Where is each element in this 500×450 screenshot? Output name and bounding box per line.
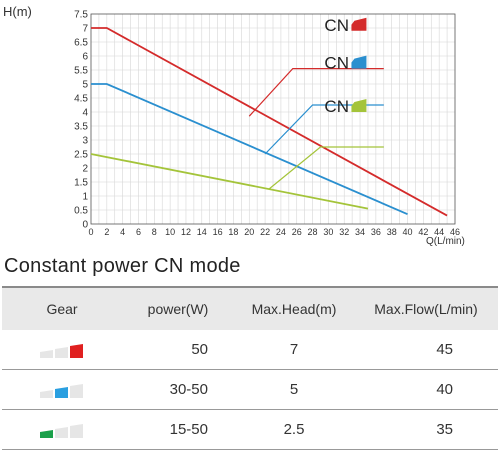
y-tick-label: 3.5 [74, 122, 88, 133]
x-tick-label: 18 [228, 227, 238, 237]
gear-bar [40, 349, 53, 358]
section-title: Constant power CN mode [4, 255, 241, 277]
x-tick-label: 42 [418, 227, 428, 237]
y-tick-label: 0 [82, 220, 88, 231]
x-tick-label: 28 [308, 227, 318, 237]
annotation-label: CN [324, 16, 349, 35]
header-max-flow: Max.Flow(L/min) [354, 286, 498, 330]
x-tick-label: 10 [165, 227, 175, 237]
spec-table: Gear power(W) Max.Head(m) Max.Flow(L/min… [2, 286, 498, 450]
x-tick-label: 0 [88, 227, 93, 237]
y-tick-label: 2 [82, 164, 88, 175]
gear-level-icon [40, 343, 83, 358]
y-tick-label: 3 [82, 136, 88, 147]
max-head-cell: 2.5 [234, 409, 354, 450]
y-tick-label: 7.5 [74, 10, 88, 21]
gear-bar [40, 389, 53, 398]
x-tick-label: 38 [387, 227, 397, 237]
max-flow-cell: 35 [354, 409, 498, 450]
y-tick-label: 2.5 [74, 150, 88, 161]
x-tick-label: 40 [403, 227, 413, 237]
annotation-leader [268, 146, 384, 190]
y-tick-label: 4.5 [74, 94, 88, 105]
x-tick-label: 24 [276, 227, 286, 237]
x-tick-label: 4 [120, 227, 125, 237]
table-row: 30-50 5 40 [2, 369, 498, 410]
chart-annotations: CN CN CN [248, 16, 384, 190]
pump-curve-chart: 0 2 4 6 8 10 12 14 16 18 20 22 24 26 28 30 32 34 36 38 40 42 4… [3, 4, 465, 247]
y-tick-label: 4 [82, 108, 88, 119]
x-axis-title: Q(L/min) [426, 236, 465, 247]
x-tick-label: 36 [371, 227, 381, 237]
y-tick-label: 0.5 [74, 206, 88, 217]
y-tick-label: 5 [82, 80, 88, 91]
table-header-row: Gear power(W) Max.Head(m) Max.Flow(L/min… [2, 286, 498, 330]
x-tick-label: 12 [181, 227, 191, 237]
series-line [91, 27, 448, 217]
series-line [91, 83, 408, 216]
x-tick-label: 34 [355, 227, 365, 237]
annotation-label: CN [324, 54, 349, 73]
gear-bar [55, 386, 68, 398]
x-tick-label: 22 [260, 227, 270, 237]
header-power: power(W) [122, 286, 234, 330]
annotation-color-block [351, 55, 367, 69]
max-flow-cell: 45 [354, 330, 498, 370]
gear-bar [70, 383, 83, 398]
chart-series [90, 27, 448, 217]
gear-level-icon [40, 383, 83, 398]
gear-bar [70, 423, 83, 438]
x-tick-label: 26 [292, 227, 302, 237]
x-tick-label: 44 [434, 227, 444, 237]
gear-level-icon [40, 423, 83, 438]
x-tick-label: 14 [197, 227, 207, 237]
y-tick-label: 1.5 [74, 178, 88, 189]
y-tick-label: 1 [82, 192, 88, 203]
y-tick-label: 5.5 [74, 66, 88, 77]
y-tick-label: 6.5 [74, 38, 88, 49]
x-tick-label: 6 [136, 227, 141, 237]
max-flow-cell: 40 [354, 369, 498, 410]
table-row: 15-50 2.5 35 [2, 409, 498, 450]
power-cell: 30-50 [122, 369, 234, 410]
x-tick-label: 2 [104, 227, 109, 237]
max-head-cell: 5 [234, 369, 354, 410]
x-tick-label: 30 [323, 227, 333, 237]
x-tick-label: 32 [339, 227, 349, 237]
y-tick-label: 7 [82, 24, 88, 35]
max-head-cell: 7 [234, 330, 354, 370]
power-cell: 15-50 [122, 409, 234, 450]
chart-axes [90, 13, 456, 225]
power-cell: 50 [122, 330, 234, 370]
annotation-label: CN [324, 97, 349, 116]
gear-bar [40, 429, 53, 438]
header-max-head: Max.Head(m) [234, 286, 354, 330]
gear-bar [70, 343, 83, 358]
annotation-color-block [351, 17, 367, 31]
x-tick-label: 8 [152, 227, 157, 237]
y-axis-title: H(m) [3, 4, 32, 19]
table-row: 50 7 45 [2, 330, 498, 370]
y-tick-label: 6 [82, 52, 88, 63]
gear-bar [55, 346, 68, 358]
header-gear: Gear [2, 286, 122, 330]
gear-bar [55, 426, 68, 438]
x-tick-label: 46 [450, 227, 460, 237]
series-line [90, 153, 369, 210]
annotation-color-block [351, 99, 367, 112]
plot-frame [90, 13, 456, 225]
x-tick-label: 20 [244, 227, 254, 237]
chart-ticks: 0 2 4 6 8 10 12 14 16 18 20 22 24 26 28 30 32 34 36 38 40 42 4… [74, 10, 460, 238]
x-tick-label: 16 [213, 227, 223, 237]
